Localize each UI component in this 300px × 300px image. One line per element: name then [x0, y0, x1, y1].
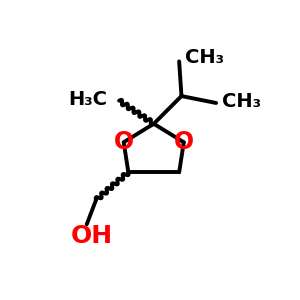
Text: OH: OH: [70, 224, 112, 248]
Text: CH₃: CH₃: [185, 48, 224, 68]
Text: H₃C: H₃C: [69, 90, 108, 109]
Text: O: O: [174, 130, 194, 154]
Text: CH₃: CH₃: [222, 92, 261, 111]
Text: O: O: [114, 130, 134, 154]
